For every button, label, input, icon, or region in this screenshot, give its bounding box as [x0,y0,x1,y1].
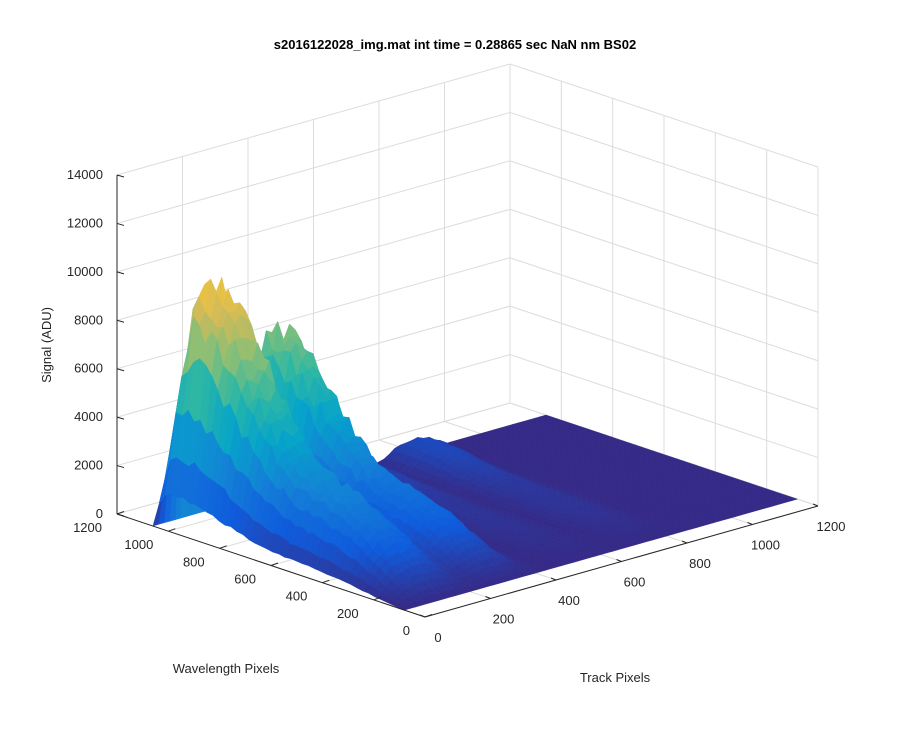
grid-line [116,111,511,224]
y-axis-label: Wavelength Pixels [173,661,280,676]
grid-line [116,208,511,321]
surface-layer [152,276,799,611]
grid-line [509,111,819,216]
y-tick [219,545,227,549]
x-axis-label: Track Pixels [580,670,651,685]
z-tick [116,416,125,420]
y-tick [168,528,176,532]
z-axis-label: Signal (ADU) [39,307,54,383]
y-tick [424,614,433,618]
label-layer: Signal (ADU) Wavelength Pixels Track Pix… [39,307,651,685]
x-tick-label: 1000 [751,538,780,553]
z-tick [116,513,125,517]
z-tick [116,271,125,275]
axis-layer: 0200040006000800010000120001400002004006… [67,167,846,645]
grid-line [509,160,819,265]
y-tick-label: 400 [286,589,308,604]
y-tick-label: 800 [183,554,205,569]
grid-line [116,257,511,370]
x-tick [812,503,819,507]
z-tick-label: 8000 [74,312,103,327]
z-tick [116,174,125,178]
grid-line [509,257,819,362]
y-tick [322,579,330,584]
x-tick [550,577,557,581]
x-tick-label: 1200 [817,519,846,534]
grid-line [509,63,819,168]
z-tick-label: 6000 [74,361,103,376]
x-tick-label: 200 [493,612,515,627]
y-tick [373,596,381,601]
grid-line [116,160,511,273]
grid-line [116,63,511,176]
y-tick [270,562,279,566]
grid-line [509,354,819,459]
x-tick-label: 600 [624,575,646,590]
grid-line [509,208,819,313]
z-tick-label: 10000 [67,264,103,279]
y-tick-label: 600 [234,572,256,587]
z-tick-label: 12000 [67,215,103,230]
y-tick-label: 1200 [73,520,102,535]
x-tick [616,559,622,562]
x-tick [485,596,491,599]
x-tick [747,522,753,525]
x-tick-label: 400 [558,593,580,608]
chart-title: s2016122028_img.mat int time = 0.28865 s… [274,37,636,52]
z-tick [116,465,125,469]
y-tick [116,511,125,515]
z-tick-label: 0 [96,506,103,521]
x-tick [419,614,426,618]
z-tick [116,222,125,226]
grid-line [509,305,819,410]
y-tick-label: 0 [403,623,410,638]
x-tick-label: 800 [689,556,711,571]
z-tick [116,319,125,323]
z-tick-label: 4000 [74,409,103,424]
z-tick [116,368,125,372]
x-tick-label: 0 [434,630,441,645]
z-tick-label: 2000 [74,458,103,473]
x-tick [681,540,688,544]
y-tick-label: 200 [337,606,359,621]
z-tick-label: 14000 [67,167,103,182]
y-tick-label: 1000 [124,537,153,552]
